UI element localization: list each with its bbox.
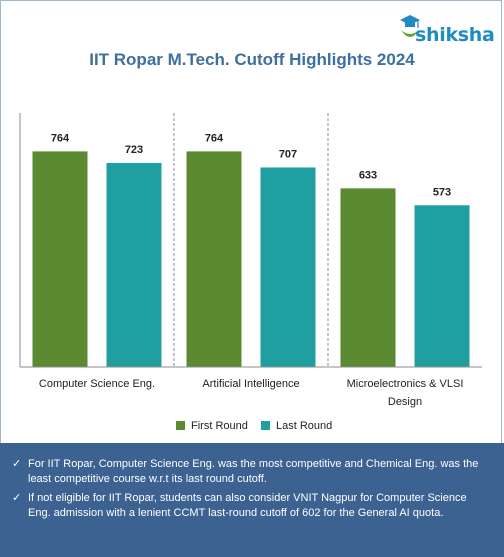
legend-label: Last Round [276, 420, 332, 432]
bar-last-round [260, 167, 316, 367]
brand-name: shiksha [415, 24, 495, 46]
category-label: Microelectronics & VLSI Design [347, 378, 464, 408]
legend-swatch [176, 421, 185, 430]
category-label: Artificial Intelligence [202, 378, 299, 390]
category-label: Computer Science Eng. [39, 378, 155, 390]
bar-first-round [32, 151, 88, 367]
note-item: ✓ For IIT Ropar, Computer Science Eng. w… [12, 457, 488, 486]
bar-chart: 764 723 Computer Science Eng. 764 707 Artific… [19, 113, 482, 432]
data-label: 633 [359, 169, 377, 181]
data-label: 707 [279, 148, 297, 160]
shiksha-logo: shiksha [398, 8, 495, 48]
legend-swatch [261, 421, 270, 430]
note-text: For IIT Ropar, Computer Science Eng. was… [28, 458, 479, 485]
graduation-cap-icon [400, 15, 420, 37]
data-label: 723 [125, 144, 143, 156]
bar-last-round [106, 162, 162, 367]
bar-last-round [414, 205, 470, 367]
note-text: If not eligible for IIT Ropar, students … [28, 492, 467, 519]
checkmark-icon: ✓ [12, 458, 22, 470]
bar-first-round [186, 151, 242, 367]
data-label: 573 [433, 186, 451, 198]
checkmark-icon: ✓ [12, 492, 22, 504]
legend-label: First Round [191, 420, 248, 432]
note-item: ✓ If not eligible for IIT Ropar, student… [12, 491, 488, 520]
data-label: 764 [51, 132, 70, 144]
data-label: 764 [205, 132, 224, 144]
notes-panel: ✓ For IIT Ropar, Computer Science Eng. w… [0, 443, 504, 557]
bar-first-round [340, 188, 396, 367]
chart-title: IIT Ropar M.Tech. Cutoff Highlights 2024 [89, 50, 415, 69]
